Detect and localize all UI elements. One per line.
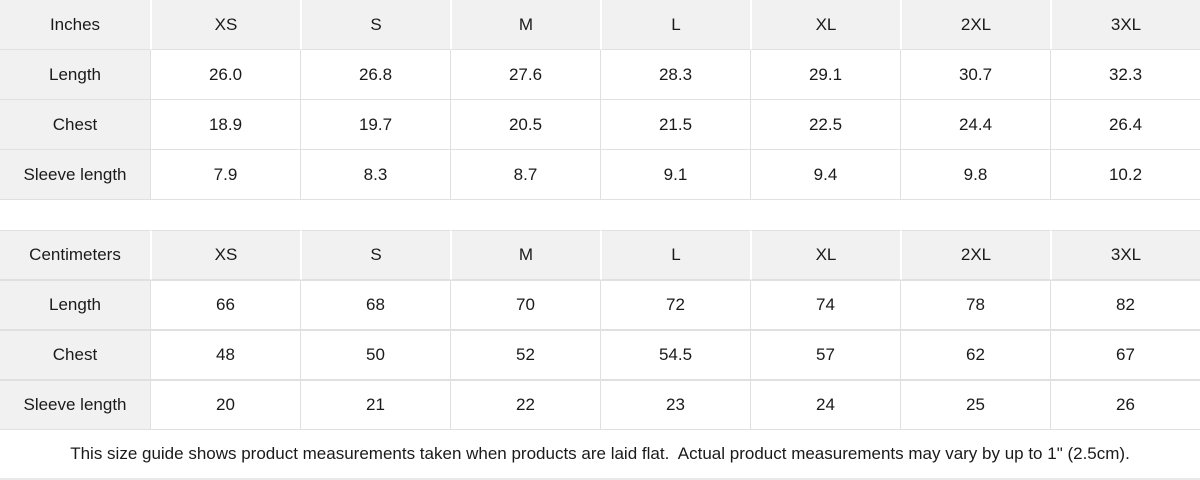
unit-header-row: Inches XS S M L XL 2XL 3XL (0, 0, 1200, 50)
measurement-value: 18.9 (150, 100, 300, 150)
measurement-disclaimer: This size guide shows product measuremen… (0, 430, 1200, 480)
measurement-value: 72 (600, 280, 750, 330)
size-column-header: L (600, 230, 750, 280)
row-label: Length (0, 280, 150, 330)
measurement-value: 29.1 (750, 50, 900, 100)
measurement-value: 74 (750, 280, 900, 330)
inches-size-table: Inches XS S M L XL 2XL 3XL Length 26.0 26.8 27.6 28.… (0, 0, 1200, 200)
measurement-value: 25 (900, 380, 1050, 430)
measurement-value: 10.2 (1050, 150, 1200, 200)
size-column-header: XS (150, 230, 300, 280)
row-label: Sleeve length (0, 380, 150, 430)
measurement-row: Sleeve length 7.9 8.3 8.7 9.1 9.4 9.8 10.2 (0, 150, 1200, 200)
unit-label: Inches (0, 0, 150, 50)
size-column-header: XL (750, 0, 900, 50)
measurement-value: 20.5 (450, 100, 600, 150)
measurement-value: 23 (600, 380, 750, 430)
measurement-value: 30.7 (900, 50, 1050, 100)
measurement-value: 28.3 (600, 50, 750, 100)
measurement-value: 19.7 (300, 100, 450, 150)
measurement-value: 26.0 (150, 50, 300, 100)
size-column-header: 2XL (900, 0, 1050, 50)
measurement-value: 9.4 (750, 150, 900, 200)
measurement-value: 68 (300, 280, 450, 330)
size-column-header: S (300, 230, 450, 280)
measurement-value: 26 (1050, 380, 1200, 430)
measurement-value: 22 (450, 380, 600, 430)
measurement-value: 82 (1050, 280, 1200, 330)
measurement-value: 57 (750, 330, 900, 380)
measurement-value: 21 (300, 380, 450, 430)
measurement-value: 7.9 (150, 150, 300, 200)
measurement-value: 8.7 (450, 150, 600, 200)
measurement-row: Chest 18.9 19.7 20.5 21.5 22.5 24.4 26.4 (0, 100, 1200, 150)
measurement-value: 67 (1050, 330, 1200, 380)
size-column-header: 3XL (1050, 230, 1200, 280)
row-label: Length (0, 50, 150, 100)
size-column-header: M (450, 230, 600, 280)
row-label: Chest (0, 330, 150, 380)
measurement-row: Length 26.0 26.8 27.6 28.3 29.1 30.7 32.3 (0, 50, 1200, 100)
measurement-value: 50 (300, 330, 450, 380)
measurement-value: 24 (750, 380, 900, 430)
measurement-row: Chest 48 50 52 54.5 57 62 67 (0, 330, 1200, 380)
table-gap (0, 200, 1200, 230)
measurement-value: 21.5 (600, 100, 750, 150)
measurement-value: 32.3 (1050, 50, 1200, 100)
measurement-value: 62 (900, 330, 1050, 380)
measurement-value: 20 (150, 380, 300, 430)
size-column-header: 3XL (1050, 0, 1200, 50)
size-column-header: M (450, 0, 600, 50)
measurement-value: 9.8 (900, 150, 1050, 200)
measurement-value: 26.4 (1050, 100, 1200, 150)
size-column-header: S (300, 0, 450, 50)
unit-label: Centimeters (0, 230, 150, 280)
size-column-header: XL (750, 230, 900, 280)
measurement-value: 78 (900, 280, 1050, 330)
measurement-value: 8.3 (300, 150, 450, 200)
measurement-value: 54.5 (600, 330, 750, 380)
measurement-value: 66 (150, 280, 300, 330)
measurement-value: 26.8 (300, 50, 450, 100)
measurement-row: Sleeve length 20 21 22 23 24 25 26 (0, 380, 1200, 430)
measurement-value: 48 (150, 330, 300, 380)
row-label: Sleeve length (0, 150, 150, 200)
row-label: Chest (0, 100, 150, 150)
size-column-header: 2XL (900, 230, 1050, 280)
size-column-header: L (600, 0, 750, 50)
measurement-value: 70 (450, 280, 600, 330)
measurement-row: Length 66 68 70 72 74 78 82 (0, 280, 1200, 330)
measurement-value: 27.6 (450, 50, 600, 100)
measurement-value: 24.4 (900, 100, 1050, 150)
unit-header-row: Centimeters XS S M L XL 2XL 3XL (0, 230, 1200, 280)
centimeters-size-table: Centimeters XS S M L XL 2XL 3XL Length 66 68 70 72 74… (0, 230, 1200, 430)
measurement-value: 9.1 (600, 150, 750, 200)
size-column-header: XS (150, 0, 300, 50)
measurement-value: 22.5 (750, 100, 900, 150)
measurement-value: 52 (450, 330, 600, 380)
